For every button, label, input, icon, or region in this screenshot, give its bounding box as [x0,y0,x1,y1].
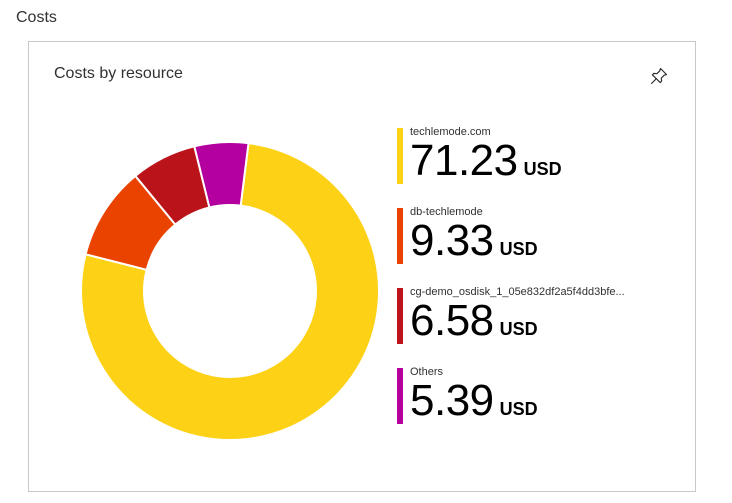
legend-color-swatch [397,288,403,344]
legend-entry[interactable]: cg-demo_osdisk_1_05e832df2a5f4dd3bfe... … [397,286,687,344]
legend-unit: USD [499,319,538,339]
legend-unit: USD [499,239,538,259]
pin-icon[interactable] [649,66,669,86]
section-title: Costs [16,9,57,26]
legend-unit: USD [523,159,562,179]
legend-color-swatch [397,128,403,184]
legend-value: 71.23 [410,136,518,185]
tile-title: Costs by resource [54,65,183,82]
legend-color-swatch [397,368,403,424]
legend-entry[interactable]: techlemode.com 71.23 USD [397,126,687,184]
legend-value: 5.39 [410,376,494,425]
costs-by-resource-tile[interactable]: Costs by resource techlemode.com 71.23 US… [28,41,696,492]
legend-value: 9.33 [410,216,494,265]
donut-slice[interactable] [80,142,380,441]
legend-unit: USD [499,399,538,419]
cost-legend: techlemode.com 71.23 USD db-techlemode 9.… [397,126,687,446]
legend-color-swatch [397,208,403,264]
legend-value: 6.58 [410,296,494,345]
legend-entry[interactable]: db-techlemode 9.33 USD [397,206,687,264]
donut-slice[interactable] [193,141,250,209]
cost-donut-chart [80,141,380,441]
legend-entry[interactable]: Others 5.39 USD [397,366,687,424]
